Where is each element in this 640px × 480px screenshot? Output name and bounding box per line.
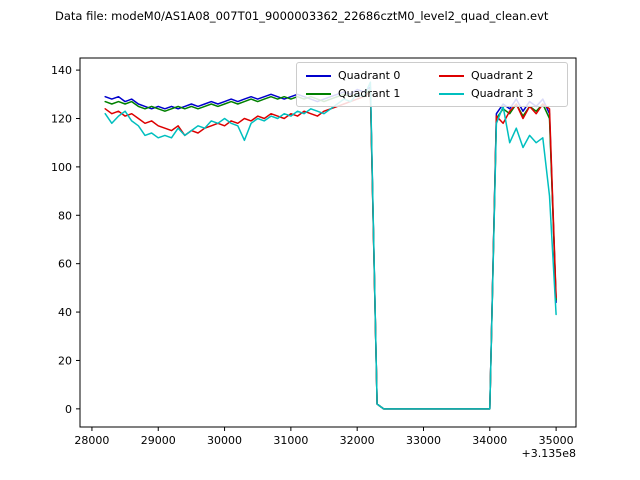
legend-line-icon-quadrant-0 xyxy=(306,74,331,77)
legend-entry-quadrant-2: Quadrant 2 xyxy=(439,69,558,82)
x-tick-label: 32000 xyxy=(340,434,375,447)
y-tick-label: 100 xyxy=(51,161,72,174)
x-axis-offset-label: +3.135e8 xyxy=(521,447,576,460)
legend-entry-quadrant-1: Quadrant 1 xyxy=(306,87,425,100)
x-tick-label: 35000 xyxy=(539,434,574,447)
chart-title: Data file: modeM0/AS1A08_007T01_90000033… xyxy=(55,9,549,23)
series-line-quadrant-1 xyxy=(104,88,557,410)
y-tick-label: 40 xyxy=(58,306,72,319)
x-tick-label: 33000 xyxy=(406,434,441,447)
x-tick-label: 28000 xyxy=(74,434,109,447)
x-tick-label: 29000 xyxy=(141,434,176,447)
legend-entry-quadrant-3: Quadrant 3 xyxy=(439,87,558,100)
x-tick-label: 30000 xyxy=(207,434,242,447)
legend-line-icon-quadrant-3 xyxy=(439,92,464,95)
legend-label-quadrant-0: Quadrant 0 xyxy=(338,69,401,82)
y-tick-label: 120 xyxy=(51,112,72,125)
legend-label-quadrant-1: Quadrant 1 xyxy=(338,87,401,100)
x-tick-label: 34000 xyxy=(472,434,507,447)
series-line-quadrant-3 xyxy=(104,81,557,410)
legend-label-quadrant-3: Quadrant 3 xyxy=(471,87,534,100)
y-tick-label: 0 xyxy=(65,403,72,416)
y-tick-label: 20 xyxy=(58,354,72,367)
legend-label-quadrant-2: Quadrant 2 xyxy=(471,69,534,82)
legend: Quadrant 0 Quadrant 1 Quadrant 2 Quadrant 3 xyxy=(296,62,568,107)
series-line-quadrant-2 xyxy=(104,91,557,410)
legend-line-icon-quadrant-2 xyxy=(439,74,464,77)
legend-entry-quadrant-0: Quadrant 0 xyxy=(306,69,425,82)
legend-line-icon-quadrant-1 xyxy=(306,92,331,95)
y-tick-label: 60 xyxy=(58,258,72,271)
x-tick-label: 31000 xyxy=(273,434,308,447)
y-tick-label: 80 xyxy=(58,209,72,222)
y-tick-label: 140 xyxy=(51,64,72,77)
plot-frame xyxy=(79,57,577,428)
